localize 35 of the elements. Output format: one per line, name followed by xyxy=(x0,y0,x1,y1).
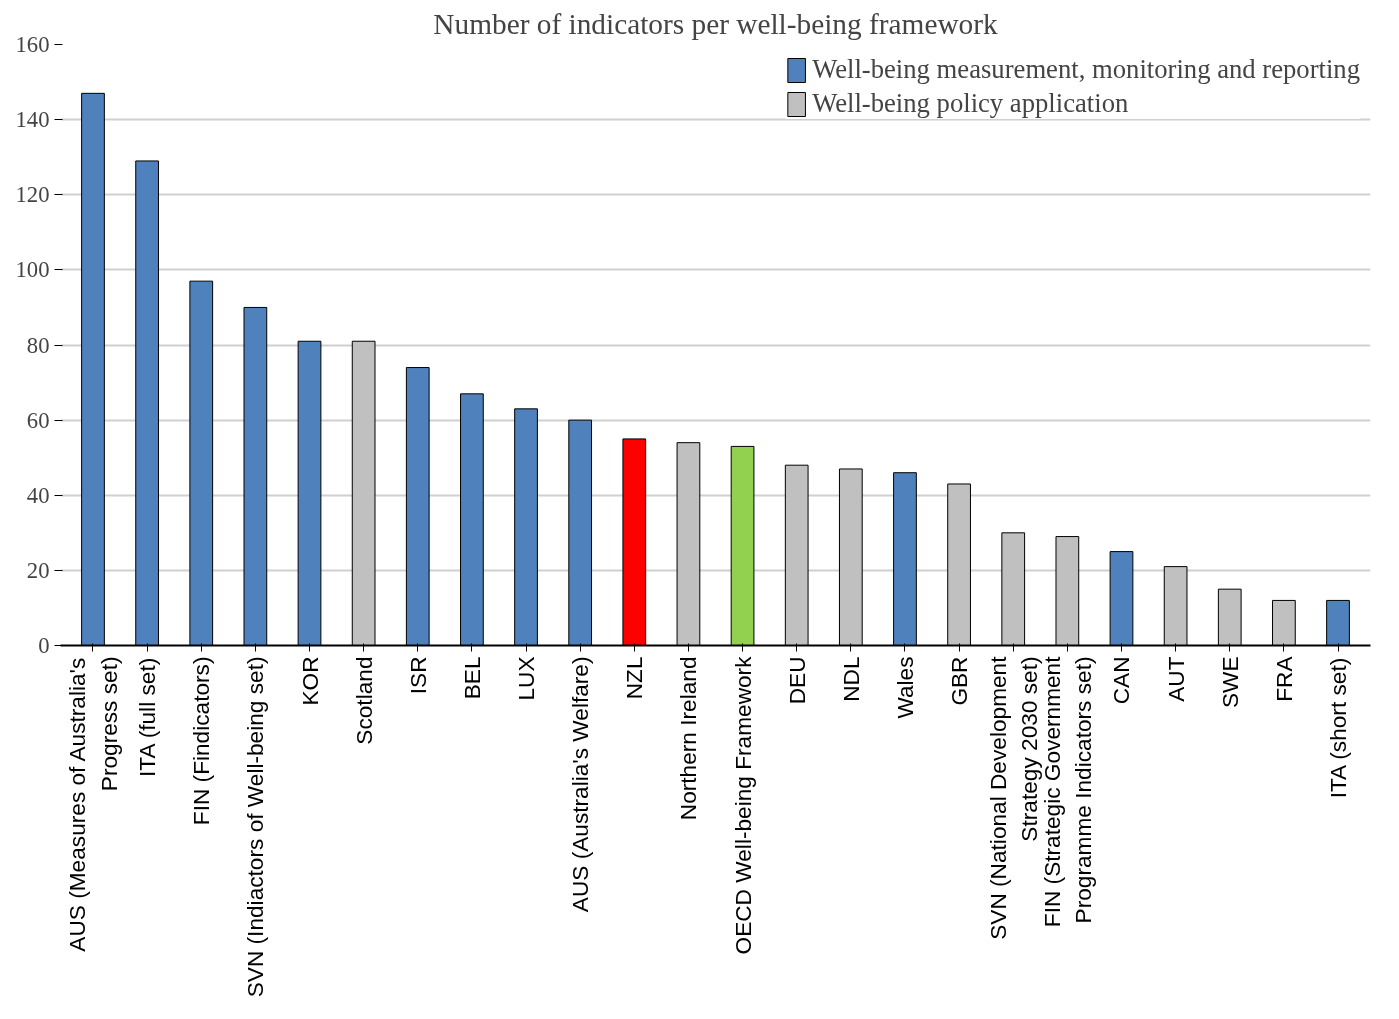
y-tick-label: 140 xyxy=(15,107,50,133)
y-tick-label: 100 xyxy=(15,257,50,283)
y-tick-label: 60 xyxy=(26,407,50,433)
x-tick-label: AUT xyxy=(1162,656,1189,702)
legend-label: Well-being measurement, monitoring and reporting xyxy=(812,54,1360,85)
y-tick-label: 160 xyxy=(15,32,50,57)
x-tick-label: SVN (Indiactors of Well-being set) xyxy=(242,656,269,998)
y-tick-label: 0 xyxy=(38,633,50,658)
y-tick-label: 80 xyxy=(26,332,50,358)
x-tick-label: SWE xyxy=(1216,656,1243,709)
x-tick-label: ITA (short set) xyxy=(1325,657,1352,799)
x-tick-label: ISR xyxy=(404,656,431,695)
x-tick-label: Northern Ireland xyxy=(675,656,702,821)
x-tick-label: FRA xyxy=(1270,655,1297,702)
x-tick-label: BEL xyxy=(458,656,485,700)
x-tick-label: Scotland xyxy=(350,656,377,745)
x-tick-label: GBR xyxy=(946,656,973,706)
x-tick-label: Wales xyxy=(891,656,918,719)
x-tick-label: LUX xyxy=(513,656,540,701)
x-tick-label: ITA (full set) xyxy=(134,657,161,777)
y-tick-label: 120 xyxy=(15,182,50,208)
x-tick-label: SVN (National Development Strategy 2030 set) xyxy=(984,655,1042,940)
x-tick-label: NDL xyxy=(837,656,864,702)
x-tick-label: NZL xyxy=(621,656,648,700)
y-tick-label: 40 xyxy=(26,482,50,508)
x-tick-label: CAN xyxy=(1108,656,1135,705)
x-tick-label: KOR xyxy=(296,656,323,706)
x-tick-label: OECD Well-being Framework xyxy=(729,655,756,955)
legend-label: Well-being policy application xyxy=(812,88,1129,119)
x-tick-label: DEU xyxy=(783,656,810,705)
x-tick-label: AUS (Measures of Australia's Progress set) xyxy=(64,656,122,952)
x-tick-label: FIN (Findicators) xyxy=(188,656,215,826)
y-tick-label: 20 xyxy=(26,557,50,583)
chart-title: Number of indicators per well-being framework xyxy=(433,7,999,40)
x-tick-label: AUS (Australia's Welfare) xyxy=(567,656,594,913)
